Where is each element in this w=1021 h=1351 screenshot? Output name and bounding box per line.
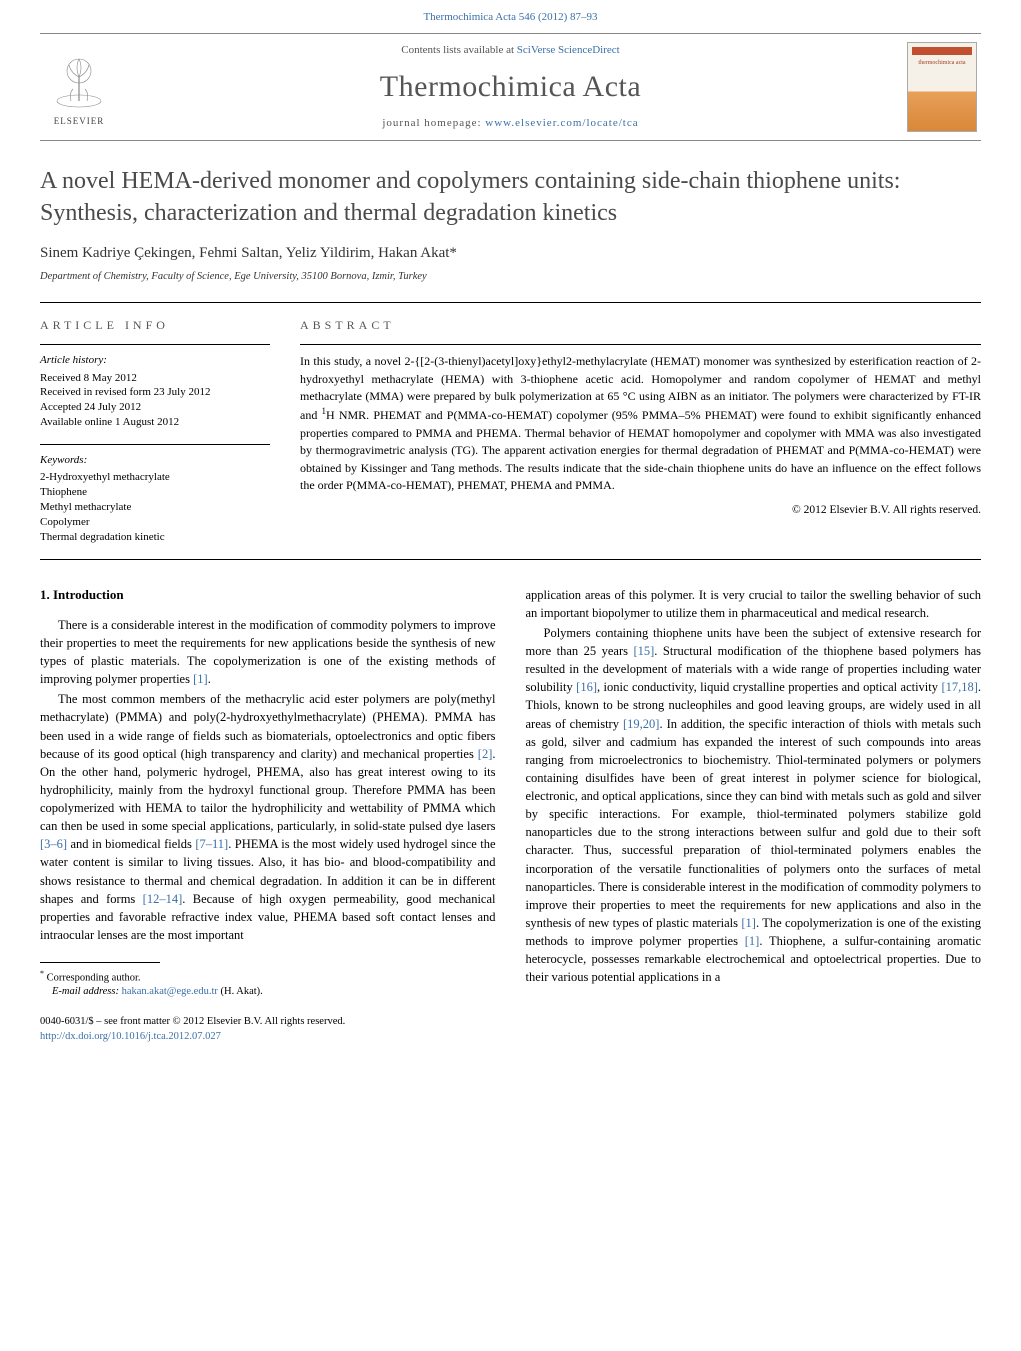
history-line: Available online 1 August 2012 [40,415,270,430]
body-paragraph: There is a considerable interest in the … [40,616,496,689]
citation-ref[interactable]: [16] [576,680,597,694]
body-columns: 1. Introduction There is a considerable … [0,560,1021,1009]
article-head: A novel HEMA-derived monomer and copolym… [0,166,1021,284]
body-text: The most common members of the methacryl… [40,692,496,760]
homepage-prefix: journal homepage: [382,117,485,129]
body-text: . [208,672,211,686]
keyword: Methyl methacrylate [40,500,270,515]
citation-ref[interactable]: [1] [745,934,760,948]
article-info-column: ARTICLE INFO Article history: Received 8… [40,303,270,558]
running-head: Thermochimica Acta 546 (2012) 87–93 [0,0,1021,33]
keyword: Thiophene [40,485,270,500]
page-footer: 0040-6031/$ – see front matter © 2012 El… [0,1009,1021,1064]
history-label: Article history: [40,353,270,368]
citation-ref[interactable]: [17,18] [941,680,977,694]
right-column: application areas of this polymer. It is… [526,586,982,999]
abstract-part-2: H NMR. PHEMAT and P(MMA-co-HEMAT) copoly… [300,408,981,492]
footnote-separator [40,962,160,963]
keywords-label: Keywords: [40,453,270,468]
sciencedirect-link[interactable]: SciVerse ScienceDirect [517,44,620,56]
publisher-name: ELSEVIER [54,115,105,128]
journal-banner: ELSEVIER Contents lists available at Sci… [40,33,981,141]
corresponding-marker: * [449,245,457,261]
keyword: 2-Hydroxyethyl methacrylate [40,470,270,485]
history-line: Accepted 24 July 2012 [40,400,270,415]
body-paragraph: application areas of this polymer. It is… [526,586,982,622]
banner-right: thermochimica acta [891,42,981,132]
keyword: Copolymer [40,515,270,530]
history-line: Received 8 May 2012 [40,371,270,386]
body-text: . In addition, the specific interaction … [526,717,982,930]
body-paragraph: Polymers containing thiophene units have… [526,624,982,987]
section-heading-intro: 1. Introduction [40,586,496,604]
citation-ref[interactable]: [7–11] [195,837,228,851]
history-line: Received in revised form 23 July 2012 [40,385,270,400]
body-paragraph: The most common members of the methacryl… [40,690,496,944]
citation-ref[interactable]: [1] [741,916,756,930]
banner-center: Contents lists available at SciVerse Sci… [130,42,891,132]
elsevier-tree-icon [49,53,109,113]
citation-ref[interactable]: [1] [193,672,208,686]
article-history: Article history: Received 8 May 2012 Rec… [40,344,270,430]
cover-label: thermochimica acta [908,59,976,67]
email-label: E-mail address: [52,986,122,997]
journal-cover-thumbnail: thermochimica acta [907,42,977,132]
authors-text: Sinem Kadriye Çekingen, Fehmi Saltan, Ye… [40,245,449,261]
corr-label: Corresponding author. [47,973,141,984]
publisher-logo: ELSEVIER [44,47,114,132]
contents-prefix: Contents lists available at [401,44,516,56]
keyword: Thermal degradation kinetic [40,530,270,545]
abstract-heading: ABSTRACT [300,317,981,334]
journal-homepage-line: journal homepage: www.elsevier.com/locat… [130,116,891,131]
article-info-heading: ARTICLE INFO [40,317,270,334]
body-text: , ionic conductivity, liquid crystalline… [597,680,941,694]
journal-homepage-link[interactable]: www.elsevier.com/locate/tca [485,117,638,129]
abstract-column: ABSTRACT In this study, a novel 2-{[2-(3… [300,303,981,558]
body-text: and in biomedical fields [67,837,195,851]
citation-ref[interactable]: [2] [478,747,493,761]
corresponding-author-footnote: * Corresponding author. E-mail address: … [40,969,496,999]
body-text: There is a considerable interest in the … [40,618,496,686]
keywords-block: Keywords: 2-Hydroxyethyl methacrylate Th… [40,444,270,545]
citation-ref[interactable]: [19,20] [623,717,659,731]
email-person: (H. Akat). [218,986,263,997]
doi-link[interactable]: http://dx.doi.org/10.1016/j.tca.2012.07.… [40,1031,221,1042]
citation-ref[interactable]: [15] [633,644,654,658]
left-column: 1. Introduction There is a considerable … [40,586,496,999]
article-title: A novel HEMA-derived monomer and copolym… [40,166,981,228]
footnote-marker: * [40,969,44,978]
front-matter-line: 0040-6031/$ – see front matter © 2012 El… [40,1015,345,1030]
footer-left: 0040-6031/$ – see front matter © 2012 El… [40,1015,345,1044]
author-list: Sinem Kadriye Çekingen, Fehmi Saltan, Ye… [40,243,981,264]
banner-left: ELSEVIER [40,42,130,132]
citation-ref[interactable]: [3–6] [40,837,67,851]
info-abstract-block: ARTICLE INFO Article history: Received 8… [0,302,1021,559]
abstract-copyright: © 2012 Elsevier B.V. All rights reserved… [300,502,981,518]
author-email-link[interactable]: hakan.akat@ege.edu.tr [122,986,218,997]
journal-title: Thermochimica Acta [130,66,891,108]
body-text: application areas of this polymer. It is… [526,588,982,620]
contents-available-line: Contents lists available at SciVerse Sci… [130,43,891,58]
citation-ref[interactable]: [12–14] [143,892,183,906]
abstract-text: In this study, a novel 2-{[2-(3-thienyl)… [300,344,981,494]
affiliation: Department of Chemistry, Faculty of Scie… [40,270,981,285]
